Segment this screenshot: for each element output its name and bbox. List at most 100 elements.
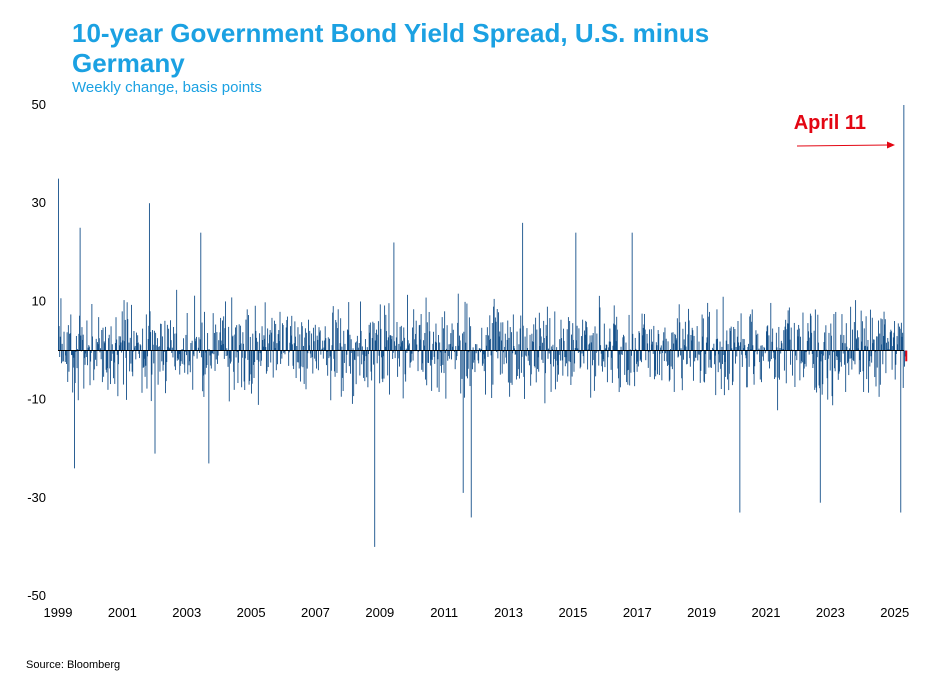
bar: [369, 332, 371, 351]
bar: [814, 309, 816, 351]
bar: [183, 338, 184, 351]
bar: [353, 350, 355, 360]
bar: [813, 330, 815, 351]
bar: [828, 332, 830, 351]
bar: [222, 320, 223, 351]
bar: [740, 313, 742, 351]
bar: [514, 348, 516, 351]
bar: [227, 350, 229, 367]
bar: [728, 350, 730, 374]
bar: [598, 350, 600, 366]
bar: [501, 340, 503, 351]
bar: [317, 339, 319, 351]
bar: [669, 350, 671, 380]
bar: [384, 346, 386, 351]
bar: [741, 350, 743, 367]
bar: [557, 350, 559, 366]
bar: [881, 344, 883, 351]
bar: [779, 350, 780, 380]
bar: [642, 335, 644, 351]
bar: [266, 350, 268, 372]
bar: [68, 350, 70, 372]
bar: [225, 301, 226, 351]
bar: [801, 350, 803, 361]
bar: [770, 350, 772, 360]
bar: [668, 350, 670, 365]
bar: [592, 350, 593, 366]
bar: [683, 350, 684, 360]
bar: [665, 350, 667, 354]
bar: [154, 350, 156, 454]
bar: [506, 339, 508, 351]
bar: [256, 350, 258, 360]
bar: [75, 335, 77, 351]
bar: [486, 345, 488, 351]
bar: [635, 348, 637, 351]
bar: [98, 317, 100, 351]
bar: [481, 327, 483, 351]
bar: [754, 350, 756, 352]
bar: [598, 295, 600, 351]
bar: [646, 333, 648, 351]
bar: [186, 313, 188, 351]
bar: [502, 322, 504, 351]
bar: [173, 326, 175, 351]
bar: [868, 350, 870, 393]
bar: [550, 350, 551, 365]
bar: [824, 350, 826, 360]
bar: [608, 347, 610, 351]
bar: [874, 350, 876, 353]
bar: [642, 327, 644, 351]
bar: [374, 340, 376, 351]
bar: [796, 350, 798, 361]
bar: [348, 350, 350, 367]
bar: [454, 350, 455, 353]
bar: [442, 350, 444, 365]
bar: [217, 350, 218, 364]
bar: [728, 350, 730, 391]
bar: [416, 344, 418, 351]
bar: [821, 350, 822, 354]
bar: [327, 337, 329, 351]
bar: [535, 317, 537, 351]
bar: [162, 350, 164, 371]
bar: [343, 330, 345, 351]
bar: [680, 348, 682, 351]
bar: [709, 311, 710, 351]
bar: [208, 350, 210, 464]
bar: [310, 350, 312, 359]
bar: [477, 350, 479, 361]
bar: [881, 319, 883, 351]
bar: [651, 344, 653, 351]
bar: [777, 350, 779, 411]
bar: [444, 350, 446, 353]
bar: [806, 350, 808, 352]
bar: [528, 350, 530, 356]
chart-title: 10-year Government Bond Yield Spread, U.…: [72, 18, 710, 78]
bar: [628, 350, 629, 370]
bar: [536, 329, 538, 351]
bar: [520, 350, 522, 373]
y-tick-label: 50: [32, 97, 46, 112]
bar: [337, 309, 339, 351]
bar: [819, 350, 821, 389]
bar: [739, 350, 741, 513]
bar: [855, 300, 857, 351]
bar: [164, 320, 166, 351]
bar: [307, 350, 309, 354]
bar: [729, 328, 731, 351]
bar: [507, 320, 509, 351]
bar: [502, 350, 504, 353]
bar: [328, 350, 330, 359]
bar: [102, 327, 104, 351]
bar: [437, 350, 439, 360]
bar: [877, 336, 879, 351]
bar: [174, 350, 176, 367]
bar: [712, 349, 714, 351]
bar: [894, 321, 896, 351]
bar: [467, 350, 468, 379]
bar: [67, 325, 69, 351]
bar: [852, 329, 853, 351]
bar: [649, 329, 650, 351]
bar: [286, 316, 288, 351]
